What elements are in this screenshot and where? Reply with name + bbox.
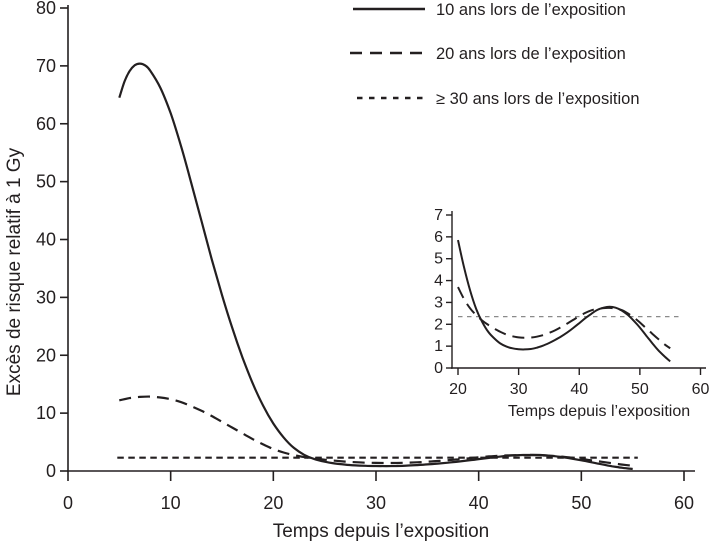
inset-y-tick-label: 4 — [434, 273, 443, 290]
y-axis-label: Excès de risque relatif à 1 Gy — [4, 147, 25, 396]
inset-y-tick-label: 2 — [434, 316, 443, 333]
y-tick-label: 30 — [36, 287, 56, 307]
legend-label: 20 ans lors de l’exposition — [436, 45, 626, 63]
inset-y-tick-label: 7 — [434, 207, 443, 224]
inset-background — [420, 196, 710, 424]
x-tick-label: 10 — [161, 493, 181, 513]
legend-item-10-ans: 10 ans lors de l’exposition — [353, 1, 626, 19]
inset-y-tick-label: 5 — [434, 251, 443, 268]
inset-x-tick-label: 60 — [692, 381, 710, 398]
inset-y-tick-label: 0 — [434, 360, 443, 377]
legend-item-30-ans: ≥ 30 ans lors de l’exposition — [357, 90, 640, 108]
y-tick-label: 40 — [36, 230, 56, 250]
legend-label: 10 ans lors de l’exposition — [436, 1, 626, 19]
inset-x-tick-label: 30 — [510, 381, 528, 398]
y-tick-label: 70 — [36, 56, 56, 76]
legend-label: ≥ 30 ans lors de l’exposition — [436, 90, 640, 108]
y-tick-label: 60 — [36, 114, 56, 134]
y-tick-label: 20 — [36, 345, 56, 365]
inset-y-tick-label: 1 — [434, 338, 443, 355]
x-tick-label: 0 — [63, 493, 73, 513]
x-tick-label: 30 — [366, 493, 386, 513]
y-tick-label: 50 — [36, 172, 56, 192]
y-tick-label: 80 — [36, 0, 56, 18]
inset-x-tick-label: 50 — [631, 381, 649, 398]
x-tick-label: 40 — [469, 493, 489, 513]
inset-x-axis-label: Temps depuis l’exposition — [508, 403, 690, 420]
inset-axes: 20 30 40 50 60 0 1 2 3 4 5 6 7 — [420, 196, 710, 424]
main-curves — [117, 62, 638, 471]
inset-plot: 20 30 40 50 60 0 1 2 3 4 5 6 7 Temps depuis l’exposi… — [420, 196, 710, 424]
curve-10-ans-lors-de-l-exposition — [457, 239, 671, 363]
x-axis-label: Temps depuis l’exposition — [273, 521, 490, 542]
y-tick-label: 0 — [46, 461, 56, 481]
x-tick-label: 20 — [263, 493, 283, 513]
x-tick-label: 60 — [674, 493, 694, 513]
inset-y-tick-label: 6 — [434, 229, 443, 246]
x-tick-label: 50 — [571, 493, 591, 513]
curve-10-ans-lors-de-l-exposition — [118, 62, 633, 471]
inset-y-tick-label: 3 — [434, 294, 443, 311]
inset-curves — [457, 239, 683, 363]
inset-x-tick-label: 40 — [570, 381, 588, 398]
inset-x-tick-label: 20 — [449, 381, 467, 398]
y-tick-label: 10 — [36, 403, 56, 423]
legend: 10 ans lors de l’exposition 20 ans lors … — [350, 1, 640, 108]
legend-item-20-ans: 20 ans lors de l’exposition — [350, 45, 626, 63]
